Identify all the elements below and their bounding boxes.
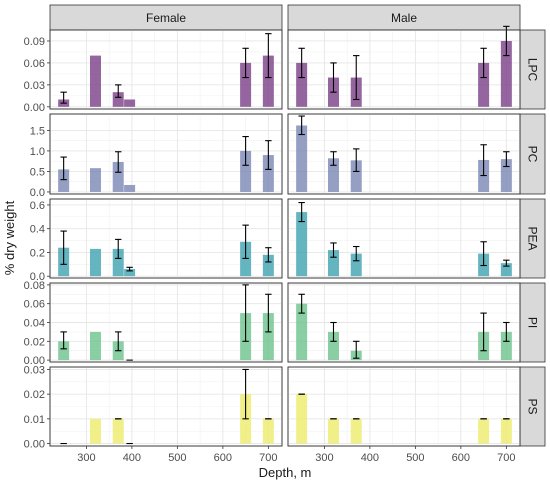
bar — [240, 241, 252, 277]
column-strip-label: Female — [146, 11, 186, 25]
bar — [124, 184, 136, 192]
bar — [327, 418, 339, 444]
x-tick-label: 300 — [315, 452, 333, 464]
bar — [262, 313, 274, 361]
y-tick-label: 0.00 — [24, 439, 45, 451]
y-tick-label: 0.03 — [24, 80, 45, 92]
x-tick-label: 700 — [259, 452, 277, 464]
row-strip-label: PS — [526, 398, 540, 414]
y-tick-label: 0.2 — [30, 247, 45, 259]
x-tick-label: 400 — [123, 452, 141, 464]
y-tick-label: 0.4 — [30, 224, 45, 236]
bar — [89, 331, 101, 361]
row-strip-label: PI — [526, 317, 540, 328]
bar — [500, 159, 512, 192]
bar — [89, 55, 101, 107]
y-tick-label: 0.02 — [24, 336, 45, 348]
panel-border — [49, 29, 283, 110]
bar — [89, 418, 101, 444]
panel-border — [287, 29, 521, 110]
bar — [478, 418, 490, 444]
y-tick-label: 0.00 — [24, 355, 45, 367]
y-tick-label: 0.00 — [24, 102, 45, 114]
bar — [112, 418, 124, 444]
panel-border — [287, 366, 521, 447]
bar — [327, 158, 339, 192]
row-strip — [519, 282, 546, 363]
y-tick-label: 0.08 — [24, 280, 45, 292]
bar — [350, 160, 362, 192]
row-strip-label: PEA — [526, 226, 540, 250]
x-tick-label: 600 — [452, 452, 470, 464]
y-tick-label: 0.5 — [30, 166, 45, 178]
column-strip — [287, 4, 521, 31]
row-strip — [519, 198, 546, 279]
panel-border — [287, 113, 521, 195]
x-tick-label: 600 — [214, 452, 232, 464]
y-tick-label: 0.01 — [24, 414, 45, 426]
bar — [350, 418, 362, 444]
row-strip-label: PC — [526, 146, 540, 163]
bar — [262, 155, 274, 192]
bar — [500, 418, 512, 444]
bar — [296, 212, 308, 277]
bar — [240, 150, 252, 192]
x-tick-label: 500 — [406, 452, 424, 464]
panel-border — [287, 198, 521, 279]
bar — [112, 162, 124, 192]
bar — [89, 168, 101, 192]
column-strip-label: Male — [391, 11, 417, 25]
bar — [296, 303, 308, 361]
y-tick-label: 0.04 — [24, 318, 45, 330]
y-tick-label: 0.06 — [24, 58, 45, 70]
bar — [124, 99, 136, 107]
bar — [500, 263, 512, 277]
panel-border — [287, 282, 521, 363]
bar — [350, 253, 362, 277]
bar — [89, 248, 101, 277]
y-tick-label: 1.5 — [30, 125, 45, 137]
bar — [296, 125, 308, 192]
x-tick-label: 700 — [497, 452, 515, 464]
bar — [327, 331, 339, 361]
bar — [112, 92, 124, 107]
x-axis-title: Depth, m — [259, 465, 312, 480]
panel-border — [49, 113, 283, 195]
bar — [262, 418, 274, 444]
bar — [500, 331, 512, 361]
row-strip-label: LPC — [526, 58, 540, 82]
y-axis-title: % dry weight — [2, 200, 17, 275]
bar — [240, 62, 252, 107]
bar — [262, 254, 274, 277]
bar — [58, 169, 70, 192]
x-tick-label: 300 — [77, 452, 95, 464]
y-tick-label: 0.02 — [24, 389, 45, 401]
bar — [296, 394, 308, 444]
x-tick-label: 500 — [168, 452, 186, 464]
bar — [58, 341, 70, 361]
row-strip — [519, 29, 546, 110]
column-strip — [49, 4, 283, 31]
bar — [112, 248, 124, 277]
bar — [327, 250, 339, 277]
y-tick-label: 0.0 — [30, 187, 45, 199]
y-tick-label: 0.09 — [24, 36, 45, 48]
bar — [500, 40, 512, 107]
bar — [296, 62, 308, 107]
y-tick-label: 1.0 — [30, 146, 45, 158]
panel-border — [49, 198, 283, 279]
bar — [262, 55, 274, 107]
y-tick-label: 0.6 — [30, 200, 45, 212]
bar — [478, 62, 490, 107]
y-tick-label: 0.06 — [24, 299, 45, 311]
y-tick-label: 0.03 — [24, 364, 45, 376]
x-tick-label: 400 — [361, 452, 379, 464]
row-strip — [519, 366, 546, 447]
panel-border — [49, 366, 283, 447]
bar — [124, 269, 136, 277]
y-tick-label: 0.0 — [30, 271, 45, 283]
